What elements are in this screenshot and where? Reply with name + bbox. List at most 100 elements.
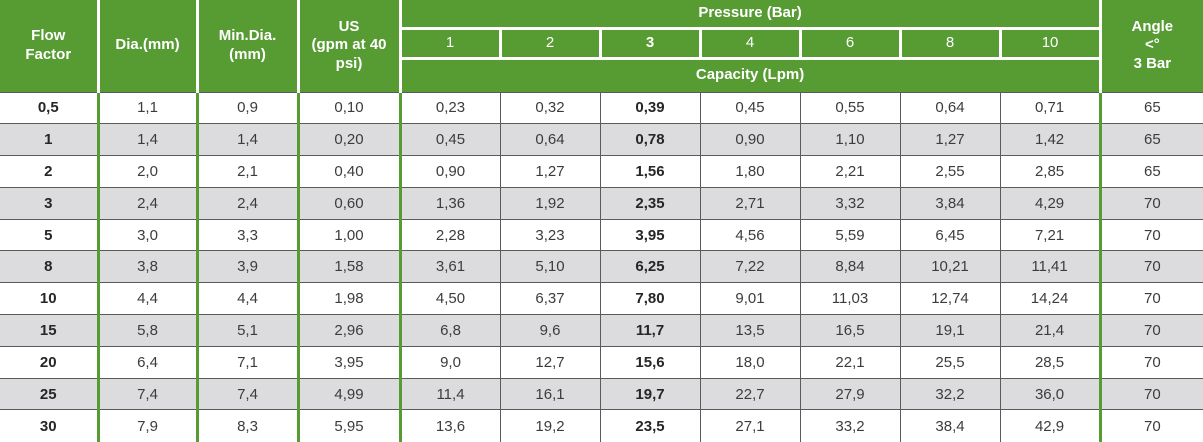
cell-us-gpm: 5,95 bbox=[298, 409, 402, 442]
cell-capacity-10bar: 28,5 bbox=[1000, 345, 1101, 379]
cell-capacity-3bar: 1,56 bbox=[600, 155, 701, 188]
cell-min-dia: 2,4 bbox=[197, 186, 300, 220]
cell-flow-factor: 15 bbox=[0, 314, 100, 347]
pressure-col-6: 6 bbox=[800, 26, 902, 60]
cell-angle: 65 bbox=[1098, 123, 1203, 156]
cell-capacity-8bar: 32,2 bbox=[900, 377, 1001, 410]
table-row: 5 3,0 3,3 1,00 2,28 3,23 3,95 4,56 5,59 6,45 7,21 7… bbox=[0, 218, 1203, 251]
cell-capacity-4bar: 22,7 bbox=[700, 377, 801, 410]
header-min-dia: Min.Dia. (mm) bbox=[197, 0, 300, 92]
cell-capacity-3bar: 2,35 bbox=[600, 186, 701, 220]
cell-us-gpm: 2,96 bbox=[298, 314, 402, 347]
cell-angle: 70 bbox=[1098, 218, 1203, 251]
cell-flow-factor: 8 bbox=[0, 250, 100, 283]
cell-us-gpm: 0,60 bbox=[298, 186, 402, 220]
cell-capacity-8bar: 6,45 bbox=[900, 218, 1001, 251]
cell-dia: 2,0 bbox=[98, 155, 199, 188]
cell-dia: 1,4 bbox=[98, 123, 199, 156]
cell-capacity-8bar: 10,21 bbox=[900, 250, 1001, 283]
cell-us-gpm: 1,98 bbox=[298, 282, 402, 315]
cell-min-dia: 7,4 bbox=[197, 377, 300, 410]
cell-us-gpm: 4,99 bbox=[298, 377, 402, 410]
cell-capacity-3bar: 19,7 bbox=[600, 377, 701, 410]
cell-us-gpm: 0,20 bbox=[298, 123, 402, 156]
cell-capacity-10bar: 14,24 bbox=[1000, 282, 1101, 315]
cell-min-dia: 7,1 bbox=[197, 345, 300, 379]
cell-capacity-3bar: 3,95 bbox=[600, 218, 701, 251]
cell-capacity-2bar: 9,6 bbox=[500, 314, 601, 347]
cell-capacity-2bar: 6,37 bbox=[500, 282, 601, 315]
cell-capacity-6bar: 8,84 bbox=[800, 250, 901, 283]
cell-capacity-6bar: 22,1 bbox=[800, 345, 901, 379]
cell-capacity-4bar: 9,01 bbox=[700, 282, 801, 315]
cell-capacity-8bar: 19,1 bbox=[900, 314, 1001, 347]
cell-us-gpm: 1,58 bbox=[298, 250, 402, 283]
cell-capacity-1bar: 13,6 bbox=[400, 409, 501, 442]
cell-flow-factor: 0,5 bbox=[0, 91, 100, 124]
cell-capacity-1bar: 3,61 bbox=[400, 250, 501, 283]
cell-capacity-6bar: 5,59 bbox=[800, 218, 901, 251]
cell-min-dia: 8,3 bbox=[197, 409, 300, 442]
cell-dia: 3,8 bbox=[98, 250, 199, 283]
table-row: 25 7,4 7,4 4,99 11,4 16,1 19,7 22,7 27,9 32,2 36,0… bbox=[0, 377, 1203, 410]
table-body: 0,5 1,1 0,9 0,10 0,23 0,32 0,39 0,45 0,55 0,64 0,7… bbox=[0, 91, 1203, 442]
table-header: Flow Factor Dia.(mm) Min.Dia. (mm) US (g… bbox=[0, 0, 1203, 92]
cell-angle: 70 bbox=[1098, 314, 1203, 347]
header-angle: Angle <° 3 Bar bbox=[1098, 0, 1203, 92]
table-row: 3 2,4 2,4 0,60 1,36 1,92 2,35 2,71 3,32 3,84 4,29 7… bbox=[0, 186, 1203, 220]
cell-flow-factor: 1 bbox=[0, 123, 100, 156]
cell-capacity-1bar: 4,50 bbox=[400, 282, 501, 315]
table-row: 30 7,9 8,3 5,95 13,6 19,2 23,5 27,1 33,2 38,4 42,9… bbox=[0, 409, 1203, 442]
table-row: 20 6,4 7,1 3,95 9,0 12,7 15,6 18,0 22,1 25,5 28,5 7… bbox=[0, 345, 1203, 379]
cell-capacity-4bar: 1,80 bbox=[700, 155, 801, 188]
pressure-col-3: 3 bbox=[600, 26, 702, 60]
cell-dia: 1,1 bbox=[98, 91, 199, 124]
cell-capacity-4bar: 13,5 bbox=[700, 314, 801, 347]
cell-us-gpm: 1,00 bbox=[298, 218, 402, 251]
cell-capacity-6bar: 11,03 bbox=[800, 282, 901, 315]
cell-capacity-2bar: 0,64 bbox=[500, 123, 601, 156]
cell-angle: 70 bbox=[1098, 282, 1203, 315]
cell-capacity-10bar: 4,29 bbox=[1000, 186, 1101, 220]
cell-capacity-1bar: 2,28 bbox=[400, 218, 501, 251]
cell-capacity-3bar: 6,25 bbox=[600, 250, 701, 283]
cell-capacity-3bar: 0,78 bbox=[600, 123, 701, 156]
cell-capacity-1bar: 0,23 bbox=[400, 91, 501, 124]
cell-capacity-6bar: 0,55 bbox=[800, 91, 901, 124]
cell-capacity-8bar: 12,74 bbox=[900, 282, 1001, 315]
cell-angle: 70 bbox=[1098, 345, 1203, 379]
cell-dia: 7,9 bbox=[98, 409, 199, 442]
cell-capacity-2bar: 12,7 bbox=[500, 345, 601, 379]
cell-min-dia: 2,1 bbox=[197, 155, 300, 188]
cell-min-dia: 4,4 bbox=[197, 282, 300, 315]
cell-capacity-3bar: 15,6 bbox=[600, 345, 701, 379]
cell-capacity-4bar: 27,1 bbox=[700, 409, 801, 442]
cell-us-gpm: 0,40 bbox=[298, 155, 402, 188]
cell-capacity-2bar: 19,2 bbox=[500, 409, 601, 442]
cell-capacity-4bar: 7,22 bbox=[700, 250, 801, 283]
cell-angle: 70 bbox=[1098, 409, 1203, 442]
header-us-gpm: US (gpm at 40 psi) bbox=[298, 0, 402, 92]
cell-capacity-8bar: 1,27 bbox=[900, 123, 1001, 156]
table-row: 1 1,4 1,4 0,20 0,45 0,64 0,78 0,90 1,10 1,27 1,42 6… bbox=[0, 123, 1203, 156]
cell-dia: 2,4 bbox=[98, 186, 199, 220]
cell-min-dia: 1,4 bbox=[197, 123, 300, 156]
cell-capacity-3bar: 11,7 bbox=[600, 314, 701, 347]
cell-capacity-8bar: 38,4 bbox=[900, 409, 1001, 442]
cell-capacity-3bar: 7,80 bbox=[600, 282, 701, 315]
cell-capacity-3bar: 23,5 bbox=[600, 409, 701, 442]
cell-capacity-6bar: 2,21 bbox=[800, 155, 901, 188]
cell-angle: 70 bbox=[1098, 250, 1203, 283]
cell-capacity-8bar: 0,64 bbox=[900, 91, 1001, 124]
cell-dia: 7,4 bbox=[98, 377, 199, 410]
cell-us-gpm: 0,10 bbox=[298, 91, 402, 124]
cell-capacity-2bar: 1,27 bbox=[500, 155, 601, 188]
cell-capacity-2bar: 1,92 bbox=[500, 186, 601, 220]
cell-us-gpm: 3,95 bbox=[298, 345, 402, 379]
cell-capacity-2bar: 3,23 bbox=[500, 218, 601, 251]
cell-capacity-4bar: 0,90 bbox=[700, 123, 801, 156]
cell-dia: 5,8 bbox=[98, 314, 199, 347]
cell-capacity-6bar: 1,10 bbox=[800, 123, 901, 156]
header-flow-factor: Flow Factor bbox=[0, 0, 100, 92]
cell-min-dia: 5,1 bbox=[197, 314, 300, 347]
